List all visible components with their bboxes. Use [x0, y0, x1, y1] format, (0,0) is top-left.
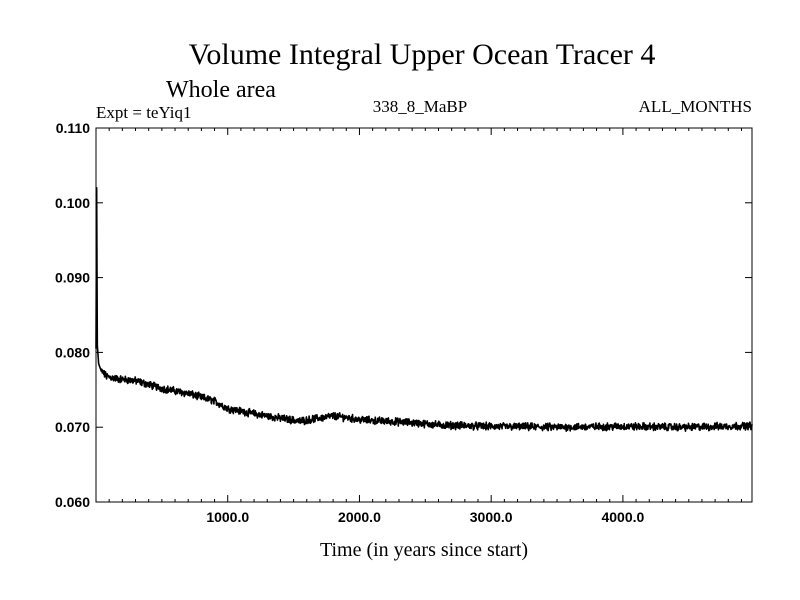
- y-tick-label: 0.090: [55, 270, 90, 286]
- x-tick-label: 4000.0: [601, 509, 644, 525]
- x-axis-label: Time (in years since start): [320, 539, 528, 561]
- chart-subtitle: Whole area: [166, 77, 276, 103]
- x-axis: 1000.0 2000.0 3000.0 4000.0: [108, 128, 742, 525]
- x-tick-label: 2000.0: [338, 509, 381, 525]
- y-tick-label: 0.080: [55, 344, 90, 360]
- y-tick-label: 0.100: [55, 195, 90, 211]
- series-line: [95, 187, 753, 433]
- months-label: ALL_MONTHS: [639, 97, 752, 116]
- period-label: 338_8_MaBP: [373, 97, 467, 116]
- y-tick-label: 0.110: [56, 120, 90, 136]
- plot-area: [95, 187, 753, 433]
- y-axis: 0.060 0.070 0.080 0.090 0.100 0.110: [55, 120, 752, 510]
- y-tick-label: 0.070: [55, 419, 90, 435]
- x-tick-label: 3000.0: [470, 509, 513, 525]
- plot-frame: [95, 127, 753, 503]
- chart-title: Volume Integral Upper Ocean Tracer 4: [189, 38, 656, 71]
- y-tick-label: 0.060: [55, 494, 90, 510]
- x-tick-label: 1000.0: [206, 509, 249, 525]
- experiment-label: Expt = teYiq1: [96, 103, 192, 122]
